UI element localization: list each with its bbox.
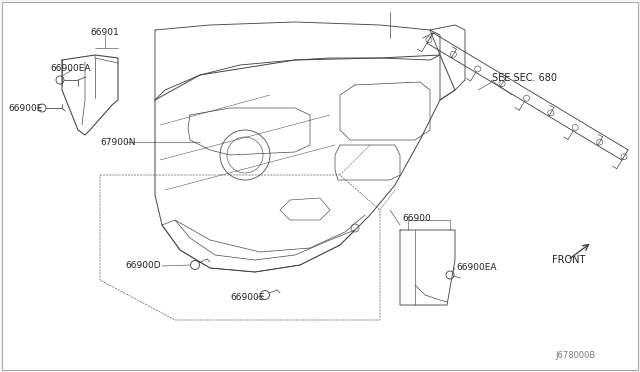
Text: 67900N: 67900N [100, 138, 136, 147]
Text: FRONT: FRONT [552, 255, 586, 265]
Text: 66901: 66901 [90, 28, 119, 36]
Text: SEE SEC. 680: SEE SEC. 680 [492, 73, 557, 83]
Text: 66900E: 66900E [230, 294, 264, 302]
Text: 66900D: 66900D [125, 262, 161, 270]
Text: 66900EA: 66900EA [456, 263, 497, 272]
Text: 66900E: 66900E [8, 103, 42, 112]
Text: 66900: 66900 [402, 214, 431, 222]
Text: J678000B: J678000B [555, 350, 595, 359]
Text: 66900EA: 66900EA [50, 64, 90, 73]
